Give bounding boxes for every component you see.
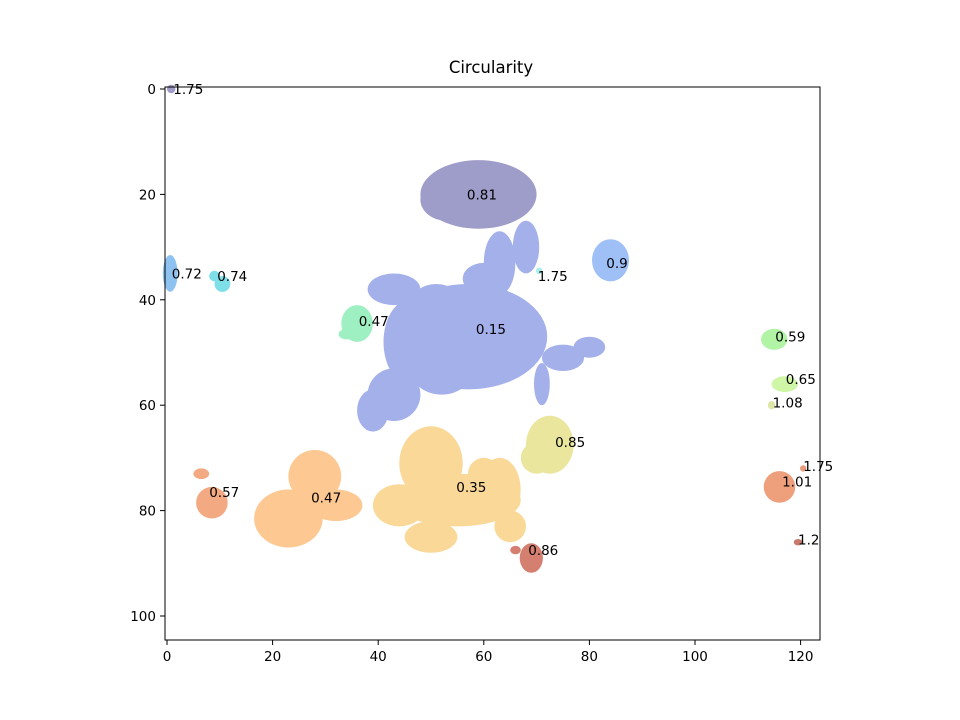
region-10-part-0 xyxy=(767,401,776,410)
region-13 xyxy=(254,450,363,548)
region-7-part-2 xyxy=(367,273,421,306)
y-tick-label: 100 xyxy=(130,609,156,625)
value-label: 0.72 xyxy=(172,266,202,282)
value-label: 0.47 xyxy=(311,490,341,506)
value-label: 0.15 xyxy=(476,322,506,338)
region-12-part-3 xyxy=(404,521,458,553)
region-4 xyxy=(162,255,178,292)
value-label: 1.01 xyxy=(782,475,812,491)
value-label: 0.85 xyxy=(555,435,585,451)
region-7-part-10 xyxy=(534,363,550,406)
region-12-part-2 xyxy=(372,484,426,527)
region-3-part-0 xyxy=(536,267,543,274)
region-7-part-5 xyxy=(512,220,540,274)
region-7-part-6 xyxy=(409,342,474,395)
region-7 xyxy=(357,220,606,432)
y-tick-label: 60 xyxy=(139,398,156,414)
x-tick-label: 60 xyxy=(475,649,492,665)
y-axis: 0 20 40 60 80 100 xyxy=(130,82,165,625)
region-5-part-0 xyxy=(214,276,231,292)
value-label: 0.35 xyxy=(456,480,486,496)
x-tick-label: 20 xyxy=(264,649,281,665)
x-tick-label: 120 xyxy=(788,649,814,665)
annotations-layer: 1.75 0.81 0.9 1.75 0.72 0.74 0.47 0.15 0.59 0.65 1… xyxy=(172,82,833,559)
region-13-part-0 xyxy=(288,450,342,503)
region-6-part-1 xyxy=(338,328,355,340)
region-13-part-1 xyxy=(254,489,323,548)
region-9-part-0 xyxy=(771,376,798,392)
region-12-part-5 xyxy=(494,510,526,543)
x-tick-label: 80 xyxy=(581,649,598,665)
y-tick-label: 40 xyxy=(139,293,156,309)
region-2-part-0 xyxy=(592,239,629,282)
value-label: 1.08 xyxy=(773,396,803,412)
region-14 xyxy=(193,468,228,519)
value-label: 0.47 xyxy=(359,314,389,330)
region-8-part-0 xyxy=(761,328,788,350)
region-6 xyxy=(338,305,373,342)
region-1 xyxy=(420,160,537,229)
region-15 xyxy=(800,465,807,472)
value-label: 0.81 xyxy=(467,187,497,203)
value-label: 0.74 xyxy=(217,269,247,285)
region-12 xyxy=(372,426,526,553)
y-tick-label: 80 xyxy=(139,504,156,520)
region-3 xyxy=(536,267,543,274)
y-tick-label: 20 xyxy=(139,187,156,203)
region-14-part-0 xyxy=(196,486,228,519)
region-12-part-6 xyxy=(468,457,500,490)
x-tick-label: 40 xyxy=(370,649,387,665)
region-7-part-11 xyxy=(573,336,606,358)
region-1-part-1 xyxy=(420,178,474,221)
region-7-part-3 xyxy=(409,284,463,327)
x-tick-label: 100 xyxy=(682,649,708,665)
x-axis: 0 20 40 60 80 100 120 xyxy=(163,640,814,665)
plot-frame xyxy=(164,86,821,641)
value-label: 1.75 xyxy=(803,459,833,475)
region-2 xyxy=(592,239,629,282)
value-label: 0.59 xyxy=(775,330,805,346)
region-17-part-0 xyxy=(519,543,543,573)
region-16 xyxy=(763,471,796,503)
value-label: 1.75 xyxy=(538,269,568,285)
region-15-part-0 xyxy=(800,465,807,472)
region-18 xyxy=(793,539,803,546)
value-label: 0.65 xyxy=(786,372,816,388)
x-tick-label: 0 xyxy=(163,649,172,665)
region-7-part-8 xyxy=(357,389,389,432)
value-label: 0.9 xyxy=(606,256,627,272)
regions-layer xyxy=(162,84,807,573)
region-11 xyxy=(520,415,574,474)
value-label: 1.2 xyxy=(798,533,819,549)
region-8 xyxy=(761,328,788,350)
region-11-part-1 xyxy=(520,442,553,474)
region-4-part-0 xyxy=(162,255,178,292)
region-16-part-0 xyxy=(763,471,796,503)
value-label: 1.75 xyxy=(173,82,203,98)
value-label: 0.57 xyxy=(209,485,239,501)
region-5-part-1 xyxy=(209,270,220,282)
chart-title: Circularity xyxy=(449,58,534,77)
region-7-part-12 xyxy=(462,262,505,295)
region-9 xyxy=(771,376,798,392)
region-18-part-0 xyxy=(793,539,803,546)
y-tick-label: 0 xyxy=(147,82,156,98)
region-10 xyxy=(767,401,776,410)
region-17 xyxy=(510,543,543,573)
region-14-part-1 xyxy=(193,468,210,480)
value-label: 0.86 xyxy=(528,543,558,559)
region-17-part-1 xyxy=(510,545,521,555)
region-7-part-9 xyxy=(541,344,585,371)
region-5 xyxy=(209,270,231,292)
region-13-part-2 xyxy=(309,489,363,522)
